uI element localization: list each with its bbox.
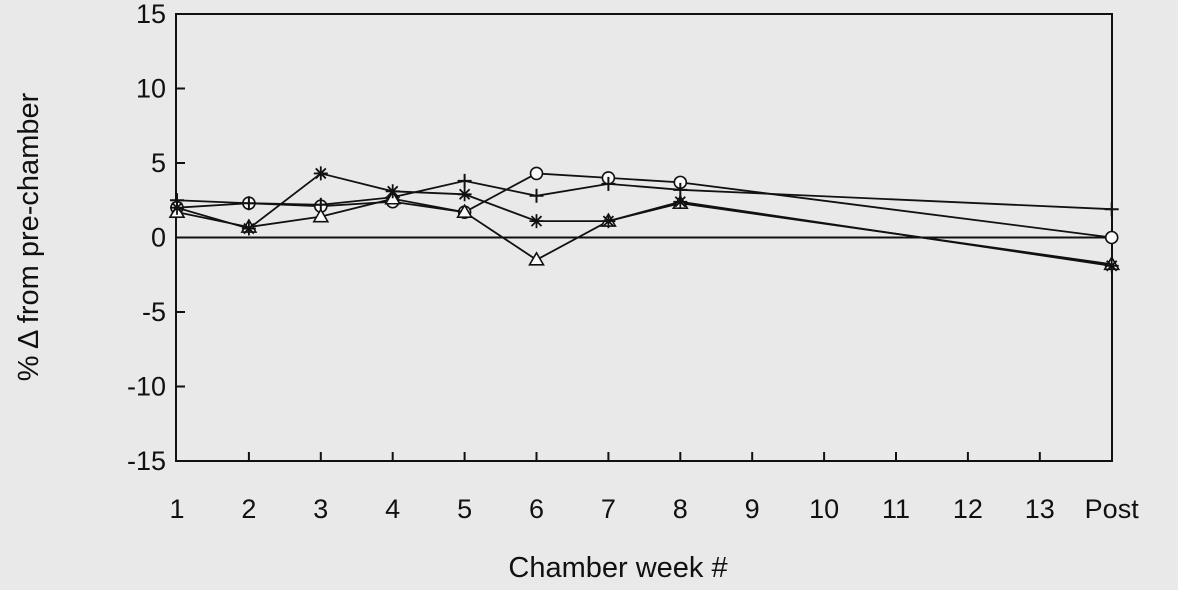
data-point-star xyxy=(529,214,544,229)
data-point-star xyxy=(673,194,688,209)
x-tick-label: 7 xyxy=(601,494,616,524)
data-point-triangle xyxy=(528,251,545,266)
y-axis-ticks: 15 10 5 0 -5 -10 -15 xyxy=(127,0,185,476)
data-point-star xyxy=(241,221,256,236)
data-point-star xyxy=(385,184,400,199)
series-star xyxy=(170,166,1119,273)
x-tick-label: 4 xyxy=(385,494,400,524)
data-point-plus xyxy=(529,188,544,203)
y-tick-label: 0 xyxy=(151,223,166,253)
y-tick-label: -5 xyxy=(142,297,166,327)
y-tick-label: -10 xyxy=(127,372,166,402)
data-point-star xyxy=(313,166,328,181)
x-axis-ticks: 1 2 3 4 5 6 7 8 9 10 11 12 13 Post xyxy=(169,452,1139,524)
data-point-star xyxy=(601,214,616,229)
data-point-circle xyxy=(1104,230,1119,245)
x-tick-label: 1 xyxy=(169,494,184,524)
y-axis-title: % Δ from pre-chamber xyxy=(13,92,45,381)
data-point-plus xyxy=(241,196,256,211)
x-tick-label: 11 xyxy=(882,494,910,524)
y-tick-label: -15 xyxy=(127,446,166,476)
data-point-star xyxy=(457,187,472,202)
x-tick-label: Post xyxy=(1085,494,1140,524)
x-tick-label: 13 xyxy=(1025,494,1055,524)
data-point-triangle xyxy=(456,203,473,218)
x-tick-label: 9 xyxy=(745,494,760,524)
x-tick-label: 2 xyxy=(241,494,256,524)
data-point-star xyxy=(170,200,184,215)
data-point-plus xyxy=(673,182,688,197)
series-layer xyxy=(168,166,1121,273)
x-tick-label: 5 xyxy=(457,494,472,524)
x-tick-label: 10 xyxy=(809,494,839,524)
data-point-star xyxy=(1104,258,1119,273)
x-tick-label: 6 xyxy=(529,494,544,524)
y-tick-label: 5 xyxy=(151,148,166,178)
y-tick-label: 10 xyxy=(136,74,166,104)
data-point-triangle xyxy=(312,208,330,223)
data-point-plus xyxy=(1104,202,1119,217)
x-tick-label: 3 xyxy=(313,494,328,524)
y-tick-label: 15 xyxy=(136,0,166,29)
x-tick-label: 8 xyxy=(673,494,688,524)
data-point-circle xyxy=(529,166,544,181)
plot-frame xyxy=(175,13,1113,462)
x-tick-label: 12 xyxy=(953,494,983,524)
x-axis-title: Chamber week # xyxy=(508,552,727,584)
data-point-plus xyxy=(601,176,616,191)
data-point-plus xyxy=(457,173,472,188)
